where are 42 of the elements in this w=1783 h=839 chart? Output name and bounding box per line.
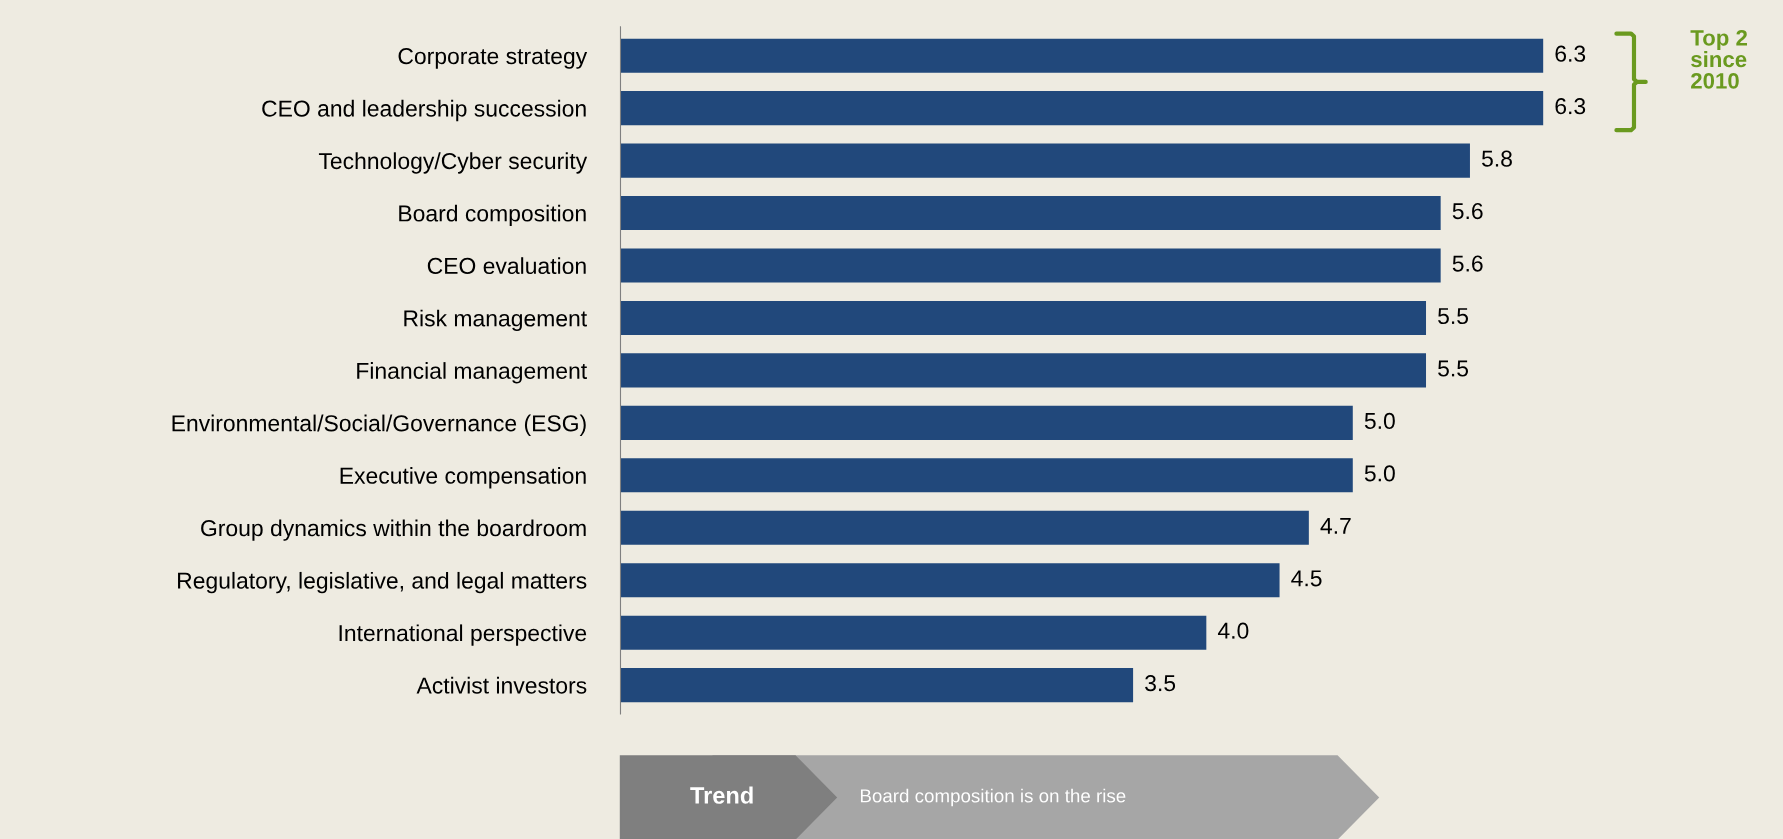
data-label: 5.5 [1438,308,1469,325]
bar [620,196,1441,231]
y-tick-label: Financial management [357,362,587,384]
y-tick-label: Executive compensation [340,467,586,489]
data-label: 5.0 [1364,412,1395,430]
bar [620,458,1353,493]
text: Top 2 since 2010 [1690,29,1748,89]
bar [620,91,1544,126]
y-tick-label: Activist investors [416,676,587,694]
y-tick-label: Environmental/Social/Governance (ESG) [172,414,586,436]
bar [620,563,1280,598]
bar [620,143,1470,178]
data-label: 6.3 [1555,45,1586,62]
data-label: 6.3 [1555,98,1586,115]
y-tick-label: Board composition [399,204,586,227]
data-label: 4.7 [1320,517,1351,534]
text: Board composition is on the rise [860,788,1126,807]
bar [620,615,1207,650]
data-label: 3.5 [1145,675,1176,692]
y-tick-label: Regulatory, legislative, and legal matters [178,571,587,594]
bar [620,300,1427,336]
data-label: 5.0 [1364,465,1395,482]
bar [620,405,1353,440]
y-tick-label: CEO and leadership succession [262,99,586,122]
data-label: 4.5 [1291,570,1322,587]
bar [620,353,1427,388]
data-label: 5.5 [1438,360,1469,377]
bar [620,668,1134,703]
bar [620,38,1544,73]
y-tick-label: Group dynamics within the boardroom [201,519,586,541]
y-tick-label: Risk management [404,309,587,332]
bar [620,510,1309,545]
text: Trend [690,786,753,804]
data-label: 5.8 [1481,150,1512,167]
y-tick-label: Technology/Cyber security [318,152,588,174]
y-tick-label: CEO evaluation [427,257,586,275]
data-label: 4.0 [1217,622,1249,639]
data-label: 5.6 [1452,255,1483,272]
bar [620,248,1441,283]
y-tick-label: Corporate strategy [398,48,588,69]
y-tick-label: International perspective [339,624,587,646]
data-label: 5.6 [1452,202,1483,220]
